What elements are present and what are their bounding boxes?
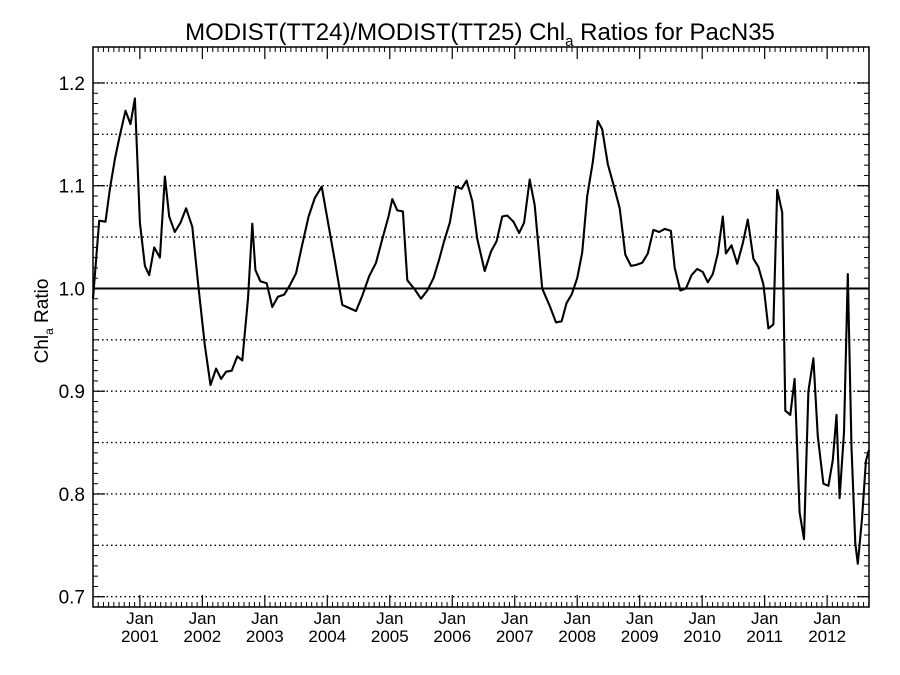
series-group (91, 97, 871, 565)
axis-ticks (92, 47, 870, 607)
x-tick-labels: Jan2001Jan2002Jan2003Jan2004Jan2005Jan20… (121, 609, 846, 646)
x-tick-month-label: Jan (314, 609, 341, 628)
x-tick-month-label: Jan (126, 609, 153, 628)
x-tick-year-label: 2012 (808, 627, 846, 646)
y-tick-label: 1.0 (59, 279, 85, 300)
x-tick-month-label: Jan (688, 609, 715, 628)
y-axis-label-main: Chl (32, 335, 53, 364)
chart-title-suffix: Ratios for PacN35 (573, 19, 774, 46)
chart-title: MODIST(TT24)/MODIST(TT25) Chla Ratios fo… (185, 19, 775, 50)
y-tick-labels: 0.7 0.8 0.9 1.0 1.1 1.2 (59, 74, 85, 609)
x-tick-year-label: 2004 (308, 627, 346, 646)
x-tick-month-label: Jan (501, 609, 528, 628)
y-axis-label-subscript: a (42, 328, 56, 335)
x-tick-month-label: Jan (376, 609, 403, 628)
major-gridlines (93, 82, 869, 598)
chart-title-prefix: MODIST(TT24)/MODIST(TT25) Chl (185, 19, 565, 46)
x-tick-month-label: Jan (439, 609, 466, 628)
x-tick-month-label: Jan (751, 609, 778, 628)
x-tick-year-label: 2005 (371, 627, 409, 646)
x-tick-year-label: 2009 (621, 627, 659, 646)
y-tick-label: 0.9 (59, 382, 85, 403)
x-tick-year-label: 2010 (683, 627, 721, 646)
x-tick-year-label: 2008 (558, 627, 596, 646)
y-axis-label-suffix: Ratio (32, 279, 53, 329)
y-tick-label: 0.7 (59, 588, 85, 609)
svg-text:Chla Ratio: Chla Ratio (32, 279, 56, 364)
x-tick-month-label: Jan (251, 609, 278, 628)
x-tick-month-label: Jan (813, 609, 840, 628)
x-tick-month-label: Jan (189, 609, 216, 628)
x-tick-month-label: Jan (626, 609, 653, 628)
y-tick-label: 1.1 (59, 177, 85, 198)
series-line (91, 97, 871, 565)
plot-frame (92, 46, 870, 608)
x-tick-year-label: 2006 (433, 627, 471, 646)
x-tick-year-label: 2011 (746, 627, 783, 646)
x-tick-year-label: 2001 (121, 627, 159, 646)
y-tick-label: 1.2 (59, 74, 85, 95)
y-axis-label: Chla Ratio (32, 279, 56, 364)
x-tick-year-label: 2003 (246, 627, 284, 646)
chart-title-subscript: a (565, 33, 574, 50)
x-tick-month-label: Jan (564, 609, 591, 628)
minor-gridlines (93, 133, 869, 547)
x-tick-year-label: 2007 (496, 627, 534, 646)
x-tick-year-label: 2002 (183, 627, 221, 646)
y-tick-label: 0.8 (59, 485, 85, 506)
